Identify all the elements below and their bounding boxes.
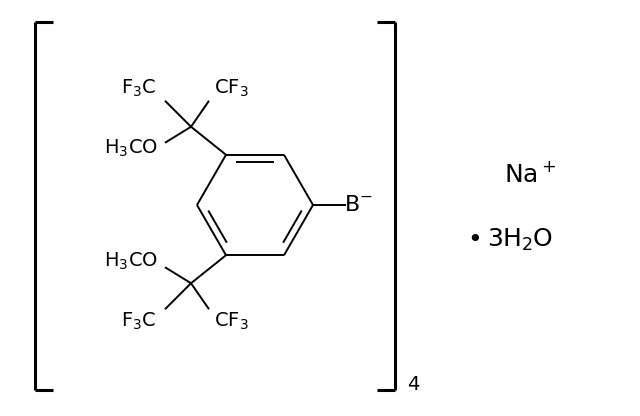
Text: CF$_3$: CF$_3$ [214,78,248,99]
Text: CF$_3$: CF$_3$ [214,311,248,332]
Text: 4: 4 [407,376,419,394]
Text: 3H$_2$O: 3H$_2$O [487,227,553,253]
Text: •: • [468,228,483,252]
Text: F$_3$C: F$_3$C [122,78,157,99]
Text: F$_3$C: F$_3$C [122,311,157,332]
Text: Na$^+$: Na$^+$ [504,163,556,188]
Text: B$^{-}$: B$^{-}$ [344,195,372,215]
Text: H$_3$CO: H$_3$CO [104,138,158,159]
Text: H$_3$CO: H$_3$CO [104,250,158,272]
